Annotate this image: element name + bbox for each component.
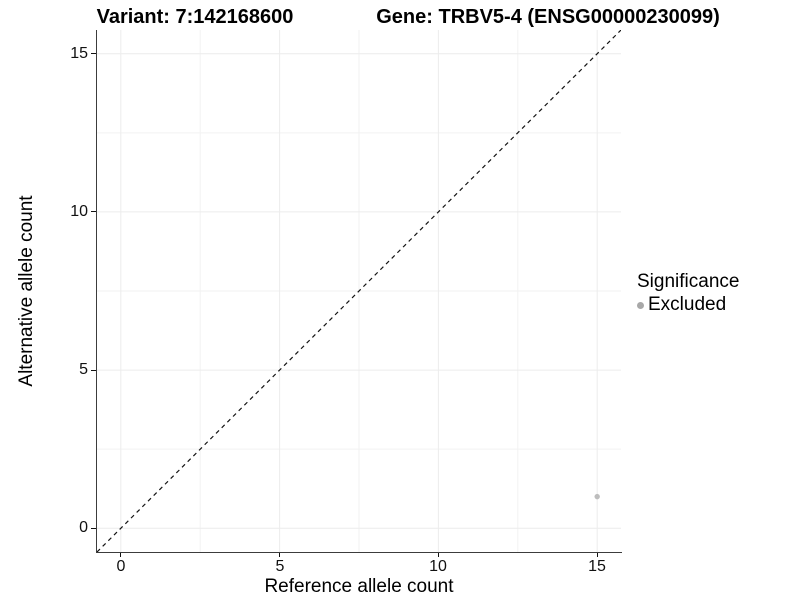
excluded-dot-icon bbox=[637, 301, 644, 309]
x-axis-title: Reference allele count bbox=[264, 576, 454, 597]
y-axis-title: Alternative allele count bbox=[16, 195, 37, 387]
y-tick-label: 0 bbox=[79, 519, 88, 536]
x-tick-label: 10 bbox=[429, 558, 447, 575]
legend: Significance Excluded bbox=[637, 271, 739, 316]
x-tick-mark bbox=[120, 553, 121, 557]
y-axis-line bbox=[96, 30, 97, 553]
y-tick-mark bbox=[91, 528, 96, 529]
x-tick-mark bbox=[597, 553, 598, 557]
y-tick-label: 15 bbox=[70, 45, 88, 62]
legend-item-excluded: Excluded bbox=[637, 294, 739, 316]
y-tick-mark bbox=[91, 370, 96, 371]
plot-panel bbox=[96, 29, 622, 553]
gene-title: Gene: TRBV5-4 (ENSG00000230099) bbox=[376, 6, 720, 28]
plot-canvas bbox=[96, 29, 622, 553]
legend-item-label: Excluded bbox=[648, 294, 727, 315]
y-tick-label: 5 bbox=[79, 361, 88, 378]
x-tick-mark bbox=[438, 553, 439, 557]
variant-title: Variant: 7:142168600 bbox=[96, 6, 294, 28]
x-axis-line bbox=[96, 552, 622, 553]
legend-title: Significance bbox=[637, 271, 740, 292]
y-tick-label: 10 bbox=[70, 203, 88, 220]
x-tick-label: 5 bbox=[275, 558, 285, 575]
x-tick-label: 0 bbox=[116, 558, 126, 575]
y-tick-mark bbox=[91, 211, 96, 212]
y-tick-mark bbox=[91, 53, 96, 54]
identity-dashed-line bbox=[96, 29, 622, 553]
x-tick-label: 15 bbox=[588, 558, 606, 575]
x-tick-mark bbox=[279, 553, 280, 557]
data-point bbox=[594, 493, 600, 500]
